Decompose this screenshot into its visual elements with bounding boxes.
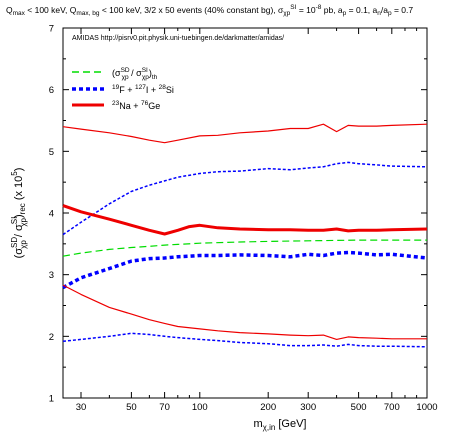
- y-tick-label-5: 5: [49, 147, 54, 158]
- legend-label-nage: 23Na + 76Ge: [112, 100, 160, 111]
- series-line-4: [62, 204, 428, 236]
- legend-label-fisi: 19F + 127I + 28Si: [112, 84, 174, 95]
- y-tick-label-3: 3: [49, 270, 54, 281]
- x-tick-label-100: 100: [192, 402, 208, 413]
- series-line-6: [62, 284, 427, 340]
- x-tick-label-700: 700: [384, 402, 400, 413]
- legend: (σSD χp / σSI χp)th 19F + 127I + 28Si 23Na…: [72, 67, 174, 111]
- x-tick-label-70: 70: [159, 402, 170, 413]
- y-tick-label-6: 6: [49, 85, 54, 96]
- y-axis: 1 2 3 4 5 6 7: [49, 24, 427, 405]
- series-line-3: [62, 332, 428, 348]
- x-tick-label-30: 30: [76, 402, 87, 413]
- chart-subtitle: AMIDAS http://pisrv0.pit.physik.uni-tueb…: [72, 35, 284, 42]
- series-layer: [62, 123, 428, 348]
- x-tick-label-1000: 1000: [416, 402, 437, 413]
- chart-title: Qmax < 100 keV, Qmax, bg < 100 keV, 3/2 …: [6, 4, 413, 17]
- x-tick-label-300: 300: [300, 402, 316, 413]
- y-tick-label-2: 2: [49, 332, 54, 343]
- series-line-0: [62, 239, 427, 257]
- x-tick-label-200: 200: [260, 402, 276, 413]
- y-tick-label-1: 1: [49, 394, 54, 405]
- x-tick-label-50: 50: [126, 402, 137, 413]
- x-tick-label-500: 500: [351, 402, 367, 413]
- series-line-1: [62, 250, 428, 290]
- x-axis: 30 50 70 100 200 300 500 700 1000: [76, 28, 438, 413]
- y-tick-label-4: 4: [49, 209, 54, 220]
- series-line-5: [62, 123, 428, 144]
- series-line-2: [62, 161, 428, 236]
- legend-label-theory: (σSD χp / σSI χp)th: [112, 67, 158, 81]
- y-axis-label: (σSDχp / σSIχp)rec (x 105): [10, 168, 28, 259]
- x-axis-label: mχ,in [GeV]: [253, 418, 306, 432]
- y-tick-label-7: 7: [49, 24, 54, 35]
